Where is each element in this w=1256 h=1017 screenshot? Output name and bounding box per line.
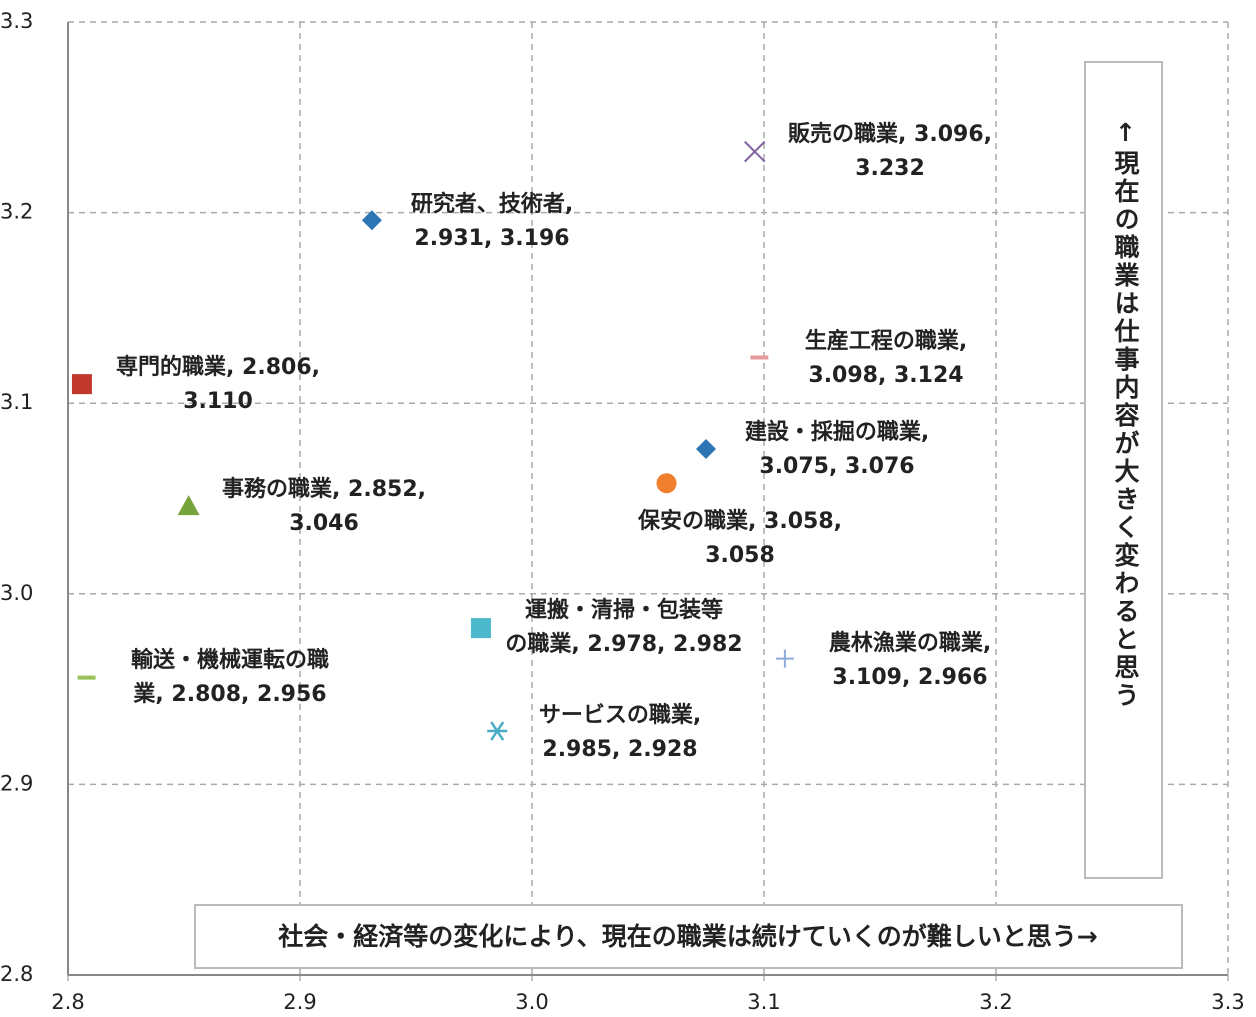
data-label: 運搬・清掃・包装等 bbox=[525, 597, 723, 623]
data-label: 事務の職業, 2.852, bbox=[222, 476, 426, 502]
data-label: 3.232 bbox=[855, 156, 925, 181]
x-tick-label: 3.1 bbox=[747, 990, 780, 1014]
data-label: の職業, 2.978, 2.982 bbox=[505, 631, 742, 657]
point bbox=[487, 721, 508, 741]
data-label: 研究者、技術者, bbox=[411, 191, 573, 217]
plot: 2.8 2.9 3.0 3.1 3.2 3.3 2.8 2.9 3.0 3.1 3.2 3.3 研究者、… bbox=[0, 9, 1245, 1014]
x-tick-label: 2.8 bbox=[51, 990, 84, 1014]
y-tick-label: 2.9 bbox=[0, 771, 33, 795]
data-label: 業, 2.808, 2.956 bbox=[133, 682, 326, 707]
data-label: サービスの職業, bbox=[539, 702, 701, 728]
data-label: 2.985, 2.928 bbox=[542, 737, 697, 762]
point bbox=[775, 649, 794, 668]
data-label: 3.046 bbox=[289, 511, 359, 536]
data-label: 3.110 bbox=[183, 389, 253, 414]
x-tick-label: 3.3 bbox=[1211, 990, 1244, 1014]
x-axis-label: 社会・経済等の変化により、現在の職業は続けていくのが難しいと思う→ bbox=[278, 922, 1097, 951]
point bbox=[361, 210, 382, 231]
data-label: 3.058 bbox=[705, 543, 775, 568]
point bbox=[696, 438, 716, 459]
data-label: 販売の職業, 3.096, bbox=[788, 121, 992, 147]
x-tick-label: 3.2 bbox=[979, 990, 1012, 1014]
y-tick-label: 2.8 bbox=[0, 962, 33, 986]
y-tick-label: 3.0 bbox=[0, 581, 33, 605]
x-tick-label: 3.0 bbox=[515, 990, 548, 1014]
x-tick-label: 2.9 bbox=[283, 990, 316, 1014]
y-axis-label: ↑現在の職業は仕事内容が大きく変わると思う bbox=[1111, 118, 1141, 710]
point bbox=[744, 140, 766, 163]
point bbox=[177, 495, 200, 516]
x-label-box bbox=[194, 904, 1183, 969]
y-tick-label: 3.1 bbox=[0, 390, 33, 414]
data-label: 3.098, 3.124 bbox=[808, 363, 963, 388]
data-label: 保安の職業, 3.058, bbox=[637, 508, 842, 534]
data-label: 農林漁業の職業, bbox=[829, 630, 991, 656]
data-label: 専門的職業, 2.806, bbox=[116, 354, 320, 380]
data-label: 2.931, 3.196 bbox=[414, 226, 569, 251]
data-label: 生産工程の職業, bbox=[805, 328, 967, 354]
data-label: 3.075, 3.076 bbox=[759, 454, 914, 479]
data-label: 3.109, 2.966 bbox=[832, 665, 987, 690]
y-tick-label: 3.2 bbox=[0, 200, 33, 224]
y-label-box bbox=[1084, 61, 1163, 879]
data-label: 輸送・機械運転の職 bbox=[131, 647, 329, 673]
point bbox=[656, 473, 677, 494]
point bbox=[470, 618, 491, 639]
y-tick-label: 3.3 bbox=[0, 9, 33, 33]
data-label: 建設・採掘の職業, bbox=[745, 419, 929, 445]
point bbox=[71, 374, 92, 395]
